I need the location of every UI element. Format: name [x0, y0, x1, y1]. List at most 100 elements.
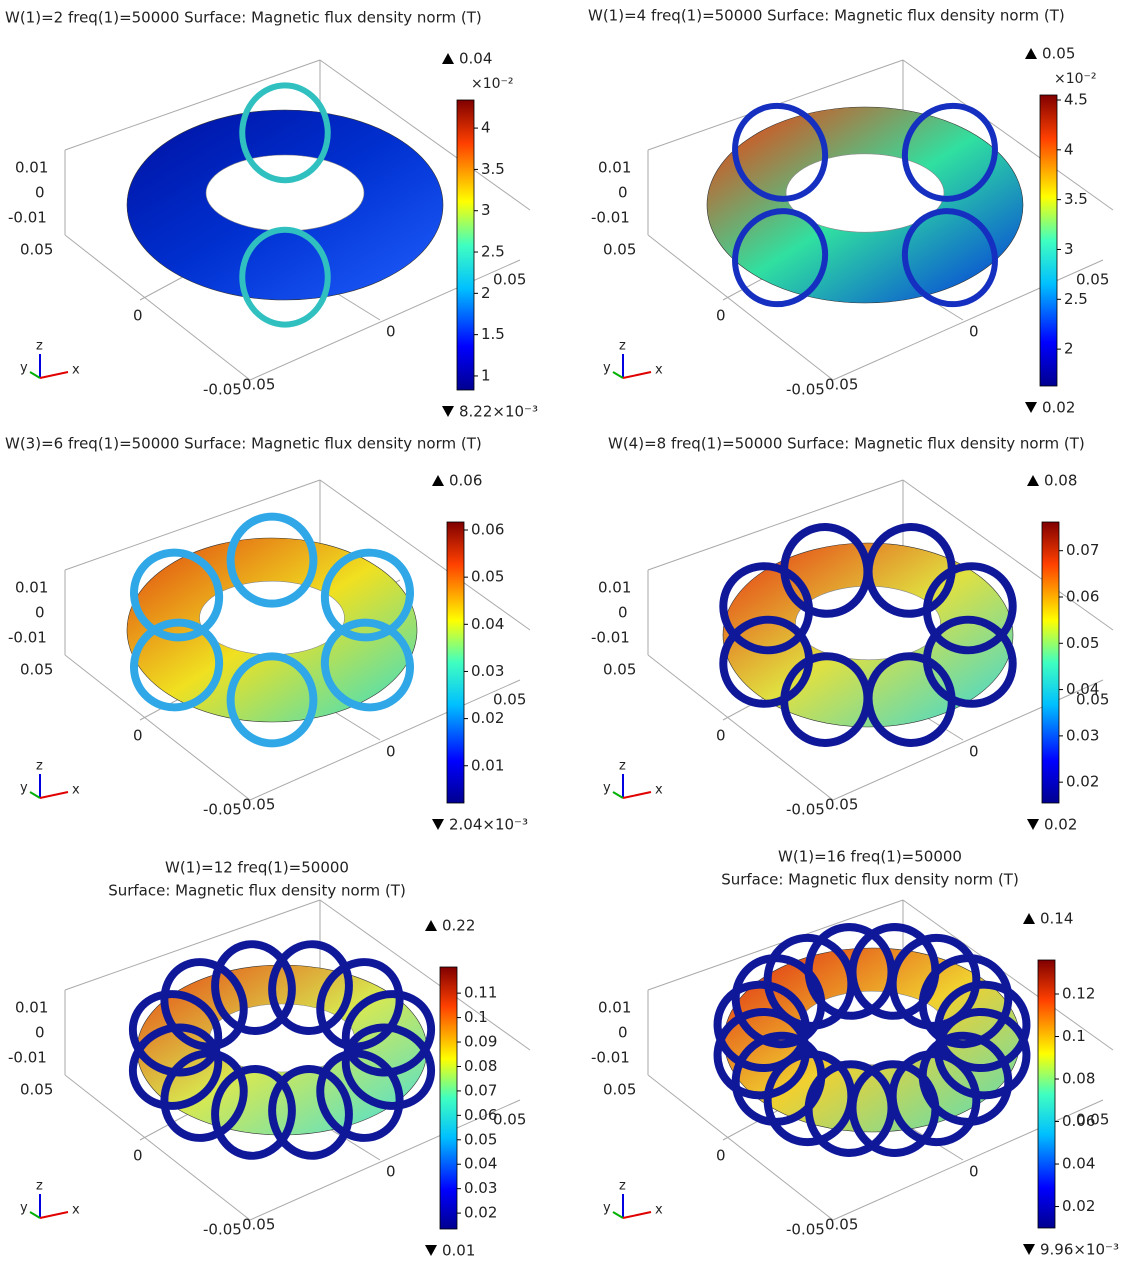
- axis-tick-label: 0.05: [242, 796, 275, 814]
- axis-box-line: [647, 479, 904, 571]
- colorbar: [1037, 959, 1056, 1229]
- colorbar-tick-label: 2.5: [1064, 290, 1088, 308]
- coil-turn: [922, 562, 1017, 655]
- coil-turn: [268, 940, 353, 1035]
- axis-tick-label: 0: [618, 604, 628, 622]
- colorbar-tick-label: 0.02: [464, 1204, 497, 1222]
- triad-y: [29, 1211, 41, 1219]
- colorbar-tick-label: 0.02: [1066, 773, 1099, 791]
- colorbar-tick-label: 0.1: [464, 1008, 488, 1026]
- axis-box-line: [319, 899, 531, 1051]
- coil-turn: [780, 652, 872, 747]
- colorbar: [1039, 94, 1058, 387]
- axis-tick-label: 0: [618, 1024, 628, 1042]
- colorbar-tick-label: 0.06: [1062, 1112, 1095, 1130]
- axis-tick-label: 0.05: [1076, 271, 1109, 289]
- triad-x: [39, 1211, 69, 1219]
- colorbar-min-label: 0.02: [1042, 399, 1075, 417]
- colorbar-tick-label: 0.04: [1066, 680, 1099, 698]
- axis-tick-label: 0: [35, 1024, 45, 1042]
- max-marker: [432, 475, 444, 486]
- colorbar-min-label: 0.01: [442, 1242, 475, 1260]
- colorbar: [439, 966, 458, 1230]
- coil-turn: [160, 1049, 248, 1142]
- triad-y: [29, 791, 41, 799]
- coil-turn: [864, 523, 956, 618]
- coil-turn: [719, 562, 814, 655]
- axis-tick-label: 0: [386, 323, 396, 341]
- axis-tick-label: 0: [969, 323, 979, 341]
- axis-tick-label: -0.01: [8, 629, 47, 647]
- panel: W(1)=2 freq(1)=50000 Surface: Magnetic f…: [5, 9, 538, 421]
- colorbar-min-label: 0.02: [1044, 816, 1077, 834]
- torus-hole: [795, 585, 941, 661]
- colorbar-tick-label: 3: [481, 201, 491, 219]
- axis-box-line: [902, 59, 1114, 211]
- colorbar: [456, 99, 475, 391]
- triad-x: [622, 1211, 652, 1219]
- axis-tick-label: 0.01: [15, 999, 48, 1017]
- min-marker: [1027, 819, 1039, 830]
- colorbar-tick-label: 0.03: [471, 662, 504, 680]
- triad-label: x: [72, 363, 80, 378]
- coil-turn: [226, 512, 318, 608]
- coil-turn: [239, 226, 331, 328]
- axis-tick-label: 0: [969, 1163, 979, 1181]
- colorbar-tick-label: 2.5: [481, 243, 505, 261]
- panel-title: W(1)=12 freq(1)=50000: [165, 859, 349, 877]
- axis-box-line: [647, 899, 904, 991]
- panel-title: W(4)=8 freq(1)=50000 Surface: Magnetic f…: [608, 435, 1085, 453]
- triad-label: z: [619, 759, 626, 774]
- colorbar-min-label: 2.04×10⁻³: [449, 816, 528, 834]
- axis-box-line: [64, 899, 321, 991]
- axis-tick-label: 0: [133, 307, 143, 325]
- coil-turn: [128, 990, 223, 1077]
- axis-tick-label: -0.01: [591, 1049, 630, 1067]
- axis-tick-label: -0.05: [203, 1221, 242, 1239]
- axis-tick-label: -0.05: [786, 801, 825, 819]
- axis-tick-label: -0.01: [8, 209, 47, 227]
- axis-tick-label: 0.05: [493, 271, 526, 289]
- colorbar-max-label: 0.06: [449, 472, 482, 490]
- min-marker: [1023, 1244, 1035, 1255]
- axis-tick-label: 0: [969, 743, 979, 761]
- axis-tick-label: -0.05: [203, 381, 242, 399]
- colorbar-max-label: 0.05: [1042, 45, 1075, 63]
- axis-box-line: [902, 899, 1114, 1051]
- min-marker: [1025, 402, 1037, 413]
- axis-tick-label: 0.05: [242, 376, 275, 394]
- triad-label: y: [603, 361, 611, 376]
- colorbar-exponent: ×10⁻²: [1054, 71, 1097, 87]
- colorbar-tick-label: 1.5: [481, 325, 505, 343]
- triad-label: x: [655, 783, 663, 798]
- triad-label: y: [20, 1201, 28, 1216]
- triad-label: x: [72, 1203, 80, 1218]
- coil-turn: [763, 933, 856, 1030]
- panel-title: Surface: Magnetic flux density norm (T): [108, 882, 406, 900]
- triad-x: [39, 791, 69, 799]
- coil-turn: [848, 1060, 940, 1157]
- triad-label: y: [20, 361, 28, 376]
- axis-tick-label: 0.01: [598, 159, 631, 177]
- axis-box-line: [249, 679, 521, 801]
- axis-tick-label: 0.01: [15, 159, 48, 177]
- triad-label: z: [619, 339, 626, 354]
- triad-label: y: [603, 781, 611, 796]
- colorbar-tick-label: 0.08: [1062, 1070, 1095, 1088]
- axis-tick-label: 0: [618, 184, 628, 202]
- colorbar-max-label: 0.04: [459, 50, 492, 68]
- colorbar-tick-label: 0.04: [1062, 1155, 1095, 1173]
- panel: W(3)=6 freq(1)=50000 Surface: Magnetic f…: [5, 435, 531, 834]
- axis-tick-label: 0: [386, 1163, 396, 1181]
- coil-turn: [934, 980, 1031, 1073]
- colorbar-tick-label: 0.03: [464, 1179, 497, 1197]
- colorbar-tick-label: 2: [481, 284, 491, 302]
- axis-tick-label: -0.05: [203, 801, 242, 819]
- axis-tick-label: 0.05: [603, 1081, 636, 1099]
- coil-turn: [130, 548, 224, 642]
- axis-box-line: [64, 59, 321, 151]
- axis-box-line: [319, 479, 531, 631]
- triad-label: y: [603, 1201, 611, 1216]
- coil-turn: [780, 523, 872, 618]
